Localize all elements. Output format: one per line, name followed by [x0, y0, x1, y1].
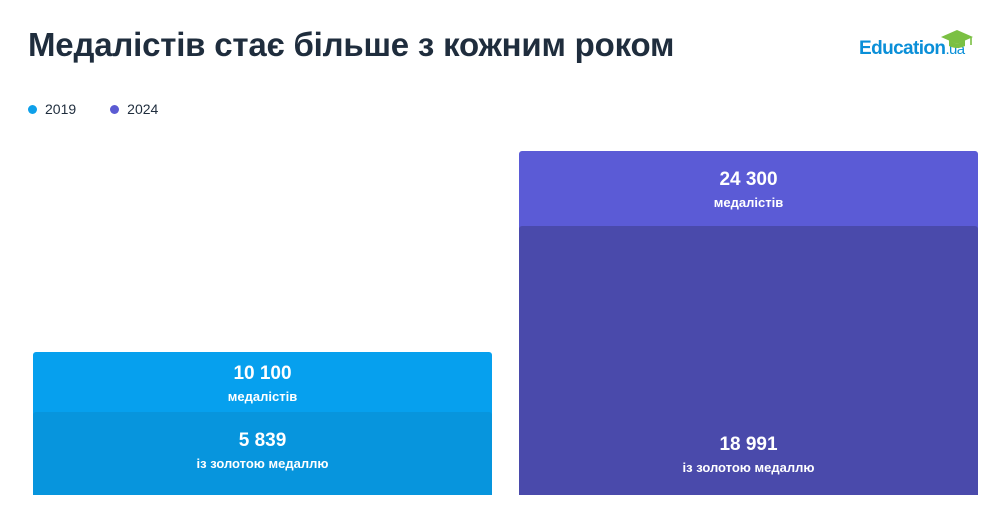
bar-2024-gold-label: 18 991 із золотою медаллю [519, 433, 978, 477]
bar-2019-gold-label: 5 839 із золотою медаллю [33, 429, 492, 473]
bar-2019: 10 100 медалістів 5 839 із золотою медал… [33, 0, 492, 495]
legend-dot-2019 [28, 104, 37, 114]
bar-2019-total-label: 10 100 медалістів [33, 362, 492, 406]
legend-dot-2024 [110, 104, 120, 114]
bar-2019-gold-caption: із золотою медаллю [196, 456, 329, 471]
legend-item-2019[interactable]: 2019 [28, 101, 76, 117]
bar-2019-gold: 5 839 із золотою медаллю [33, 412, 492, 495]
chart-title: Медалістів стає більше з кожним роком [28, 26, 675, 63]
bar-2019-total-value: 10 100 [233, 363, 292, 384]
education-ua-logo[interactable]: Education.ua [859, 28, 974, 62]
bar-2019-total-caption: медалістів [227, 389, 298, 404]
graduation-cap-icon [941, 30, 973, 48]
legend-label-2024: 2024 [127, 101, 159, 117]
bar-2024: 24 300 медалістів 18 991 із золотою меда… [519, 0, 978, 495]
chart-legend: 2019 2024 [28, 101, 158, 117]
legend-item-2024[interactable]: 2024 [110, 101, 158, 117]
bar-2024-total-caption: медалістів [713, 195, 784, 210]
bar-2024-total-label: 24 300 медалістів [519, 168, 978, 212]
bar-2019-gold-value: 5 839 [238, 430, 287, 451]
bar-2024-total-value: 24 300 [719, 169, 778, 190]
bar-2024-gold-caption: із золотою медаллю [682, 460, 815, 475]
bar-2024-gold-value: 18 991 [719, 434, 778, 455]
legend-label-2019: 2019 [45, 101, 77, 117]
bar-2024-gold: 18 991 із золотою медаллю [519, 226, 978, 495]
